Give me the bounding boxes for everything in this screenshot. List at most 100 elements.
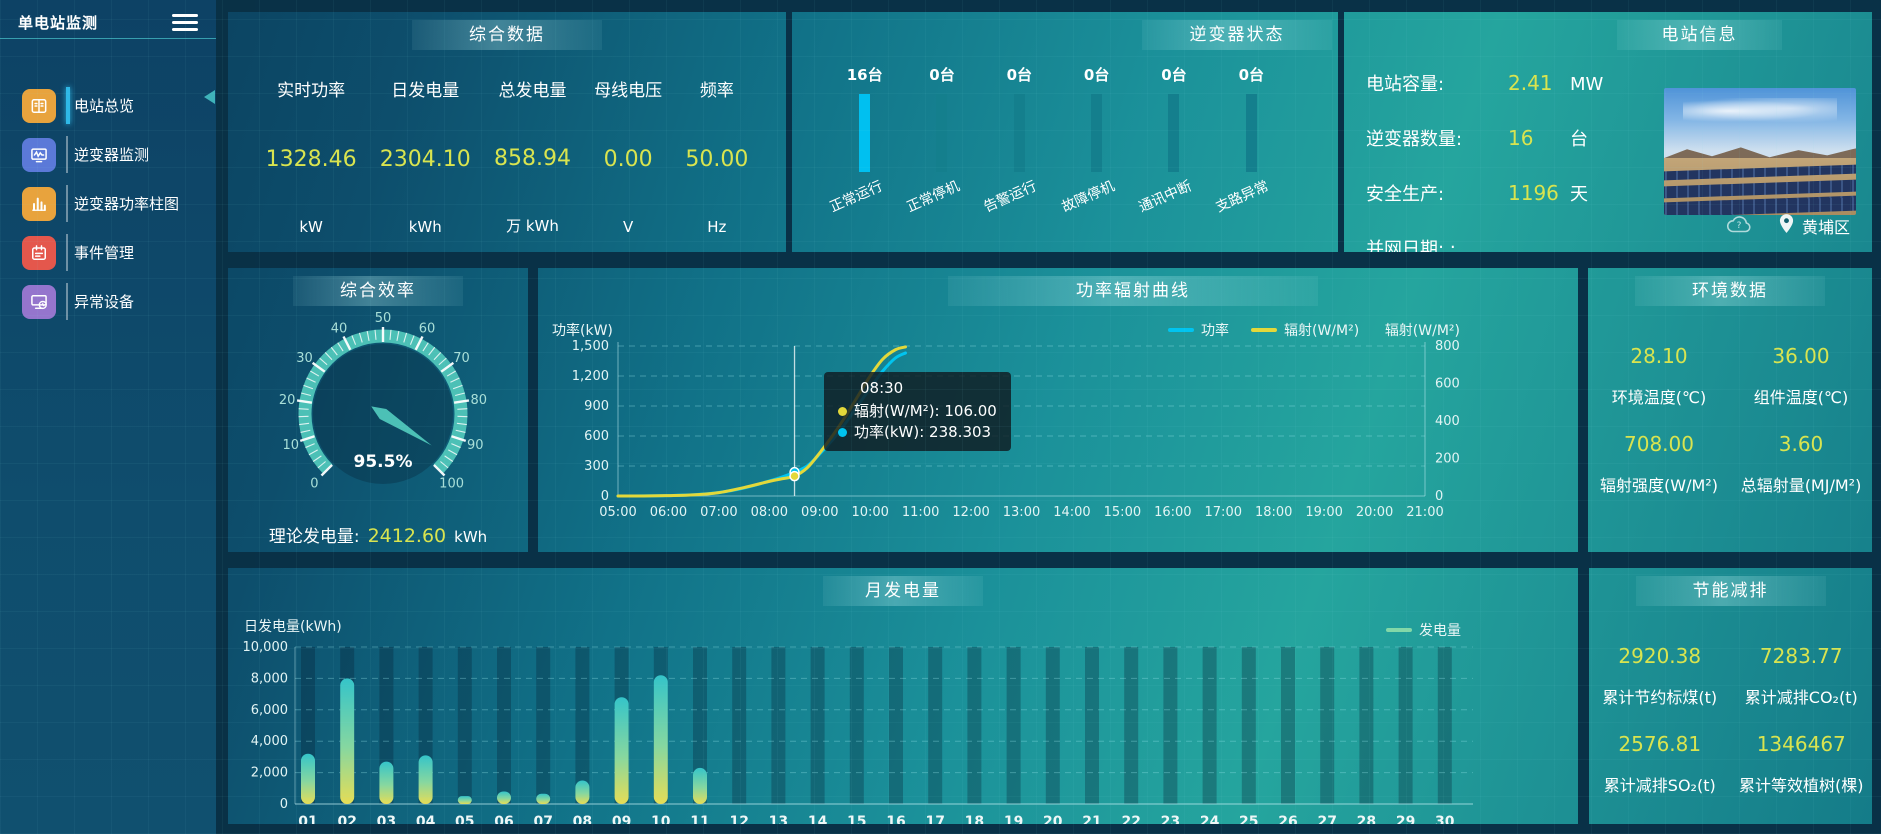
svg-text:19:00: 19:00 (1305, 505, 1342, 520)
metric-unit: 万 kWh (506, 217, 559, 235)
svg-text:8,000: 8,000 (251, 671, 288, 686)
sidebar-item-1[interactable]: 电站总览 (0, 81, 216, 130)
svg-text:20: 20 (279, 393, 296, 408)
panel-power-curve-title: 功率辐射曲线 (948, 276, 1318, 306)
weather-cloud-icon[interactable]: ? (1725, 214, 1753, 238)
legend-generation-label: 发电量 (1419, 623, 1461, 639)
svg-text:08: 08 (573, 814, 592, 824)
panel-environment: 环境数据 28.10 环境温度(℃) 36.00 组件温度(℃) 708.00 辐射强度(… (1588, 268, 1872, 552)
svg-text:300: 300 (584, 459, 609, 474)
inverter-status-label: 故障停机 (1059, 178, 1117, 216)
energy-saving-metrics: 2920.38 累计节约标煤(t) 7283.77 累计减排CO₂(t) 2576.81… (1589, 606, 1872, 808)
metric-unit: kW (299, 218, 323, 236)
sidebar-item-5[interactable]: 异常设备 (0, 277, 216, 326)
environment-metric-label: 环境温度(℃) (1611, 388, 1707, 407)
summary-metric: 频率 50.00 Hz (685, 76, 748, 236)
inverter-status-bars: 16台 正常运行 0台 正常停机 0台 告警运行 0台 故障停机 0台 通讯中断 0台 支路异常 (792, 50, 1338, 216)
environment-metric-value: 28.10 (1630, 344, 1688, 368)
environment-metric: 28.10 环境温度(℃) (1588, 332, 1730, 420)
svg-text:26: 26 (1278, 814, 1297, 824)
metric-unit: V (623, 218, 634, 236)
sidebar: 单电站监测 电站总览 逆变器监测 逆变器功率柱图 事件管理 异常设备 (0, 0, 216, 834)
metric-value: 858.94 (493, 145, 571, 171)
svg-text:0: 0 (310, 477, 318, 492)
location-pin-icon (1779, 213, 1794, 238)
svg-text:17:00: 17:00 (1205, 505, 1242, 520)
bar-chart-legend[interactable]: 发电量 (1386, 620, 1461, 640)
svg-text:100: 100 (439, 477, 464, 492)
left-axis-title: 功率(kW) (552, 323, 613, 339)
efficiency-gauge: 0 10 20 30 40 50 60 70 80 90 100 95.5% (228, 310, 528, 522)
svg-text:80: 80 (471, 393, 488, 408)
hamburger-menu-icon[interactable] (172, 13, 198, 31)
panel-efficiency: 综合效率 0 10 20 30 40 50 60 70 80 90 100 95.5% 理论发电量:… (228, 268, 528, 552)
svg-text:09:00: 09:00 (801, 505, 838, 520)
inverter-status-item: 0台 正常停机 (903, 64, 980, 216)
svg-text:13: 13 (769, 814, 788, 824)
summary-metric: 实时功率 1328.46 kW (266, 76, 357, 236)
panel-monthly-generation: 月发电量 日发电量(kWh) 发电量 0 2,000 4,000 6,000 8,000… (228, 568, 1578, 824)
svg-text:06: 06 (494, 814, 513, 824)
metric-value: 50.00 (685, 147, 749, 172)
inverter-status-label: 告警运行 (981, 178, 1040, 216)
legend-item-radiation[interactable]: 辐射(W/M²) (1251, 320, 1359, 340)
svg-text:11: 11 (690, 814, 709, 824)
efficiency-gauge-chart: 0 10 20 30 40 50 60 70 80 90 100 (279, 311, 488, 492)
station-info-value: 1196 (1508, 181, 1559, 205)
environment-metric: 36.00 组件温度(℃) (1730, 332, 1872, 420)
sidebar-collapse-icon[interactable] (204, 90, 215, 104)
svg-text:18:00: 18:00 (1255, 505, 1292, 520)
inverter-status-item: 0台 告警运行 (981, 64, 1058, 216)
inverter-status-label: 通讯中断 (1136, 178, 1195, 216)
svg-text:05:00: 05:00 (599, 505, 636, 520)
legend-item-power[interactable]: 功率 (1168, 320, 1229, 340)
panel-energy-saving-title: 节能减排 (1635, 576, 1826, 606)
sidebar-item-2[interactable]: 逆变器监测 (0, 130, 216, 179)
svg-text:18: 18 (965, 814, 984, 824)
svg-text:01: 01 (298, 814, 317, 824)
panel-station-info: 电站信息 电站容量: 2.41 MW 逆变器数量: 16 台安全生产: 1196 天并网日期:… (1344, 12, 1872, 252)
efficiency-gauge-value: 95.5% (353, 452, 413, 472)
summary-metrics: 实时功率 1328.46 kW 日发电量 2304.10 kWh 总发电量 858.94 万 k… (228, 50, 786, 252)
sidebar-item-3[interactable]: 逆变器功率柱图 (0, 179, 216, 228)
station-info-label: 电站容量: (1366, 74, 1445, 95)
theory-generation-unit: kWh (454, 528, 488, 546)
environment-metric-label: 组件温度(℃) (1753, 388, 1849, 407)
svg-text:600: 600 (1435, 377, 1460, 392)
svg-text:21:00: 21:00 (1406, 505, 1443, 520)
svg-text:29: 29 (1396, 814, 1415, 824)
station-info-row: 安全生产: 1196 天 (1366, 180, 1642, 235)
theory-generation-row: 理论发电量: 2412.60 kWh (228, 522, 528, 547)
svg-text:0: 0 (280, 797, 288, 812)
sidebar-item-4[interactable]: 事件管理 (0, 228, 216, 277)
inverter-status-label: 正常运行 (827, 178, 885, 216)
panel-summary: 综合数据 实时功率 1328.46 kW 日发电量 2304.10 kWh 总发电量 858.… (228, 12, 786, 252)
inverter-count: 0台 (1161, 66, 1187, 84)
station-photo (1664, 88, 1856, 215)
saving-metric-value: 2920.38 (1618, 644, 1702, 668)
svg-text:23: 23 (1161, 814, 1180, 824)
legend-generation-swatch (1386, 628, 1412, 632)
svg-text:25: 25 (1239, 814, 1258, 824)
bar-chart-y-axis-title: 日发电量(kWh) (244, 619, 342, 635)
metric-value: 0.00 (603, 147, 653, 172)
saving-metric-value: 2576.81 (1618, 732, 1702, 756)
metric-value: 1328.46 (265, 147, 357, 172)
svg-text:1,500: 1,500 (572, 339, 609, 354)
tooltip-series-text: 功率(kW): 238.303 (854, 423, 992, 441)
svg-text:10: 10 (282, 438, 299, 453)
panel-energy-saving: 节能减排 2920.38 累计节约标煤(t) 7283.77 累计减排CO₂(t) 25… (1589, 568, 1872, 824)
svg-text:10:00: 10:00 (851, 505, 888, 520)
svg-text:04: 04 (416, 814, 436, 824)
environment-metric-value: 36.00 (1772, 344, 1830, 368)
svg-text:200: 200 (1435, 452, 1460, 467)
inverter-status-bar (1013, 94, 1025, 172)
panel-monthly-title: 月发电量 (823, 576, 983, 606)
station-info-unit: MW (1570, 74, 1604, 95)
svg-text:11:00: 11:00 (902, 505, 939, 520)
environment-metric-label: 总辐射量(MJ/M²) (1740, 476, 1862, 495)
station-info-value: 16 (1508, 126, 1534, 150)
panel-environment-title: 环境数据 (1635, 276, 1825, 306)
inverter-status-item: 16台 正常运行 (826, 64, 903, 216)
saving-metric: 2920.38 累计节约标煤(t) (1589, 632, 1731, 720)
